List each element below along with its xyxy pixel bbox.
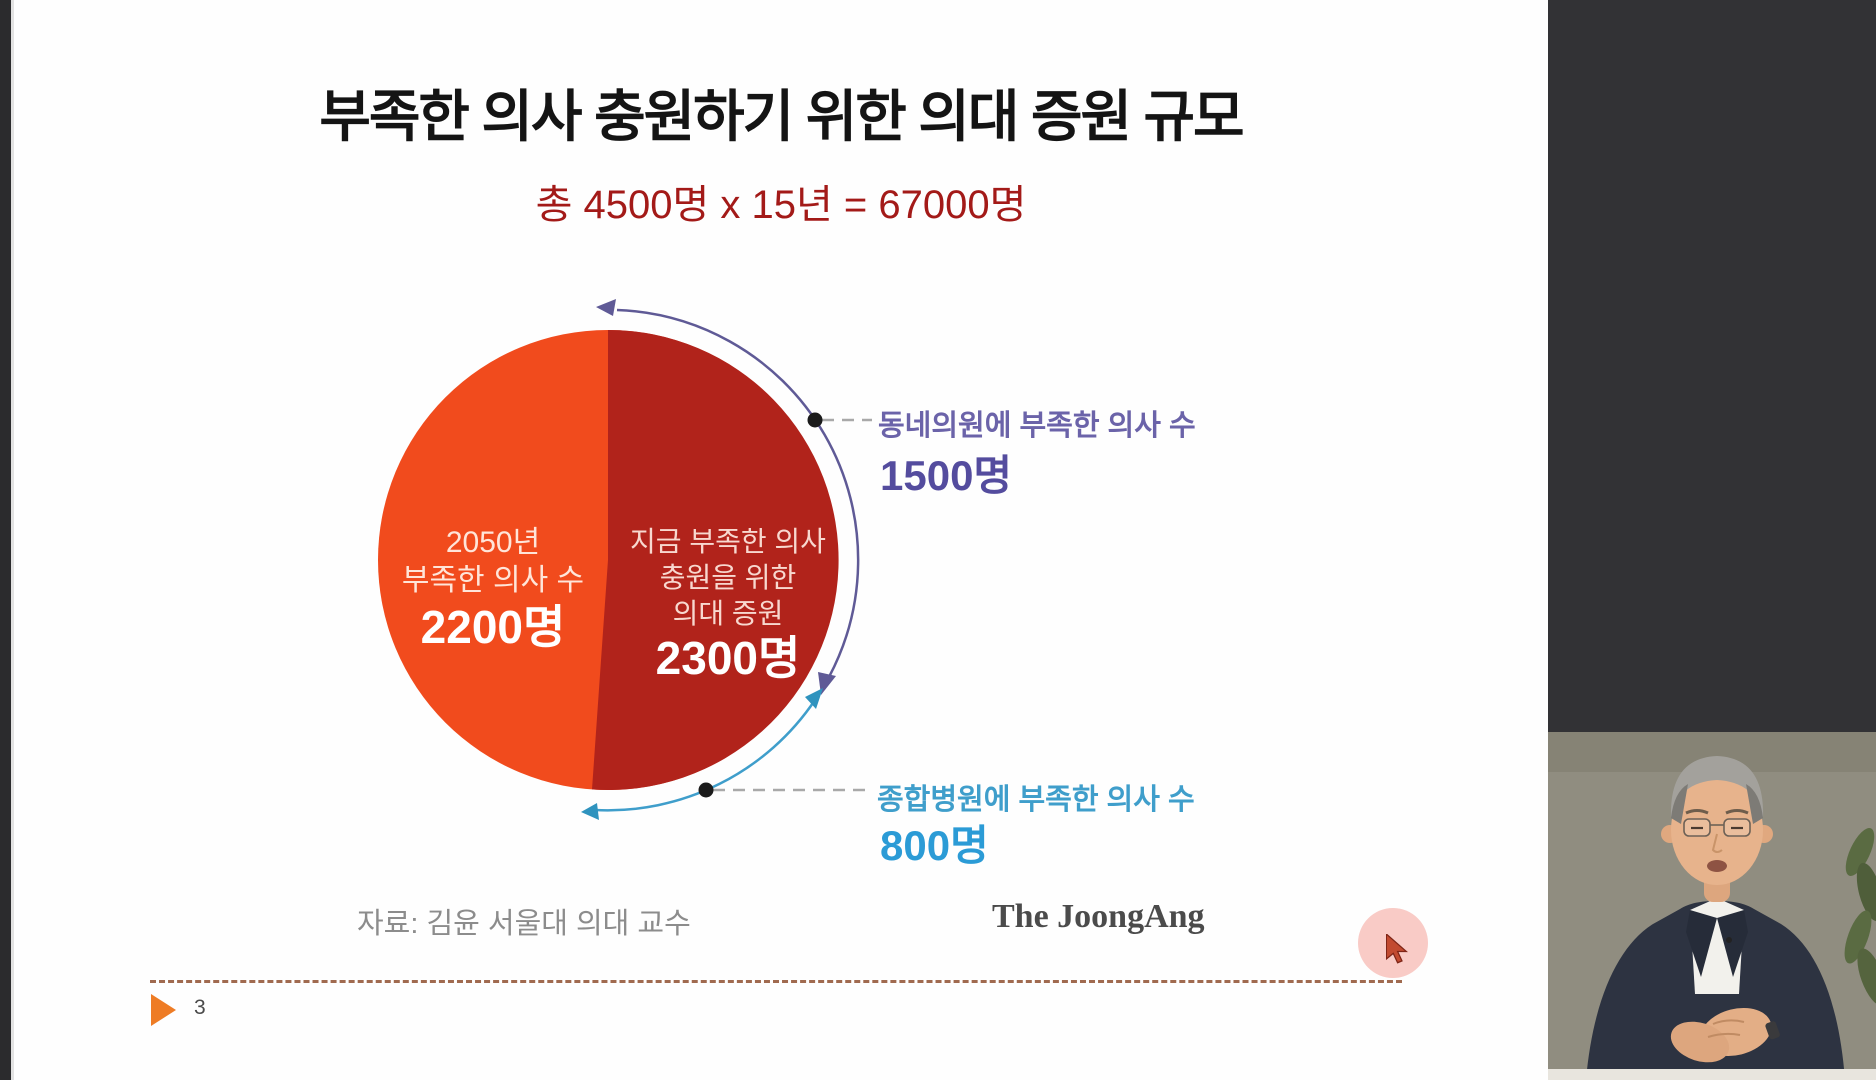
leader-dot bbox=[807, 412, 823, 428]
hair-side bbox=[1746, 784, 1763, 824]
arrow-icon bbox=[581, 803, 599, 820]
cursor-highlight bbox=[1358, 908, 1428, 978]
face bbox=[1671, 775, 1763, 885]
plant bbox=[1844, 828, 1876, 1006]
slice-label-line: 2050년 bbox=[445, 526, 541, 559]
hair bbox=[1670, 756, 1764, 818]
callout-clinic-label: 동네의원에 부족한 의사 수 bbox=[878, 410, 1196, 442]
pie-slice-now bbox=[592, 329, 839, 790]
slice-label-2050: 2050년 부족한 의사 수 2200명 bbox=[373, 524, 613, 653]
mouse-cursor-icon bbox=[1386, 934, 1408, 964]
left-frame-edge bbox=[11, 0, 14, 1080]
bullet-triangle-icon bbox=[151, 994, 176, 1026]
slice-label-now: 지금 부족한 의사 충원을 위한 의대 증원 2300명 bbox=[603, 524, 853, 684]
callout-hospital-label: 종합병원에 부족한 의사 수 bbox=[877, 784, 1195, 816]
hand bbox=[1670, 1021, 1730, 1063]
wristwatch bbox=[1765, 1021, 1780, 1040]
sidebar-panel bbox=[1548, 0, 1876, 1080]
chart-source: 자료: 김윤 서울대 의대 교수 bbox=[357, 908, 691, 940]
lapel bbox=[1717, 910, 1748, 977]
leader-dot bbox=[698, 782, 714, 798]
slice-label-line: 충원을 위한 bbox=[659, 562, 797, 593]
eyebrow bbox=[1685, 809, 1709, 815]
callout-arc-teal bbox=[594, 699, 817, 812]
left-frame-strip bbox=[0, 0, 11, 1080]
arrow-icon bbox=[805, 688, 823, 709]
slide-title: 부족한 의사 충원하기 위한 의대 증원 규모 bbox=[319, 85, 1244, 148]
slice-label-line: 의대 증원 bbox=[672, 598, 784, 629]
hair-side bbox=[1671, 784, 1688, 824]
slice-value: 2200명 bbox=[420, 601, 566, 653]
arrow-icon bbox=[596, 299, 616, 316]
slice-value: 2300명 bbox=[655, 632, 801, 684]
footer-divider bbox=[150, 980, 1402, 983]
pie-chart bbox=[378, 299, 872, 820]
page-number: 3 bbox=[194, 996, 206, 1019]
lapel-mic-icon bbox=[1726, 937, 1732, 943]
presenter-person bbox=[1586, 756, 1845, 1080]
webcam-video bbox=[1548, 732, 1876, 1080]
callout-arc-purple bbox=[616, 308, 860, 678]
mouth bbox=[1707, 860, 1727, 872]
slide-canvas: 부족한 의사 충원하기 위한 의대 증원 규모 총 4500명 x 15년 = … bbox=[14, 0, 1548, 1080]
slice-label-line: 부족한 의사 수 bbox=[401, 564, 585, 597]
fingers bbox=[1707, 1019, 1745, 1038]
nose bbox=[1711, 833, 1723, 853]
lapel bbox=[1686, 910, 1717, 977]
press-logo: The JoongAng bbox=[992, 898, 1205, 935]
slide-subtitle: 총 4500명 x 15년 = 67000명 bbox=[535, 183, 1027, 227]
callout-hospital-value: 800명 bbox=[880, 822, 989, 869]
eyebrow bbox=[1725, 809, 1749, 815]
desk bbox=[1548, 1069, 1876, 1080]
slice-label-line: 지금 부족한 의사 bbox=[630, 526, 826, 557]
callout-clinic-value: 1500명 bbox=[880, 452, 1013, 499]
